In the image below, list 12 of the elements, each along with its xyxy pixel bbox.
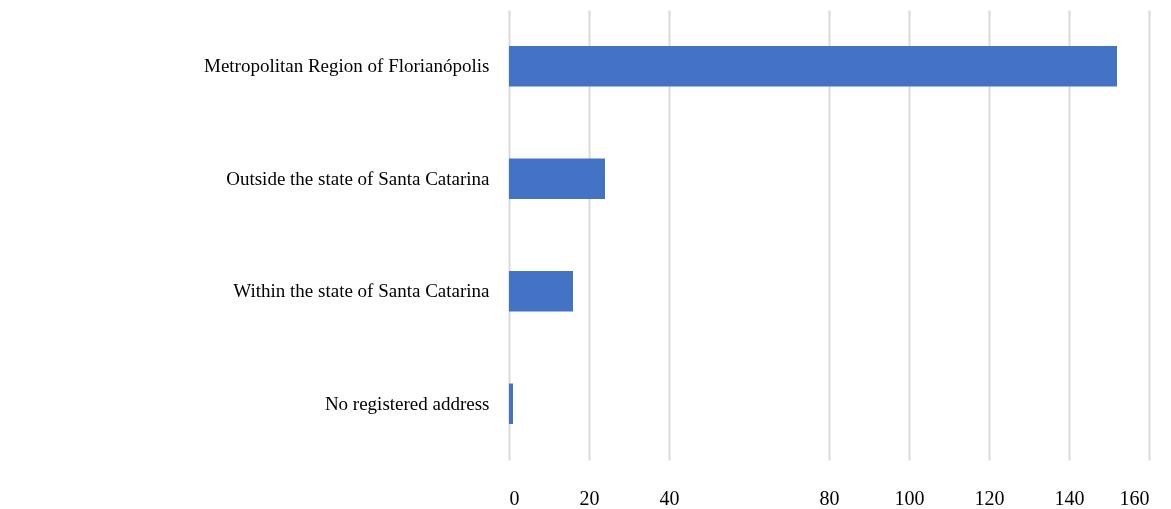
y-tick-label: No registered address <box>324 392 490 414</box>
x-tick-label: 120 <box>974 486 1005 509</box>
x-tick-label: 0 <box>509 486 520 509</box>
x-tick-label: 140 <box>1054 486 1085 509</box>
y-tick-label: Within the state of Santa Catarina <box>233 280 491 302</box>
x-tick-label: 100 <box>894 486 925 509</box>
x-tick-label: 80 <box>819 486 840 509</box>
x-tick-label: 160 <box>1119 486 1150 509</box>
y-tick-label: Metropolitan Region of Florianópolis <box>203 55 490 77</box>
x-tick-label: 20 <box>579 486 600 509</box>
x-tick-label: 40 <box>659 486 680 509</box>
y-tick-label: Outside the state of Santa Catarina <box>226 167 491 189</box>
